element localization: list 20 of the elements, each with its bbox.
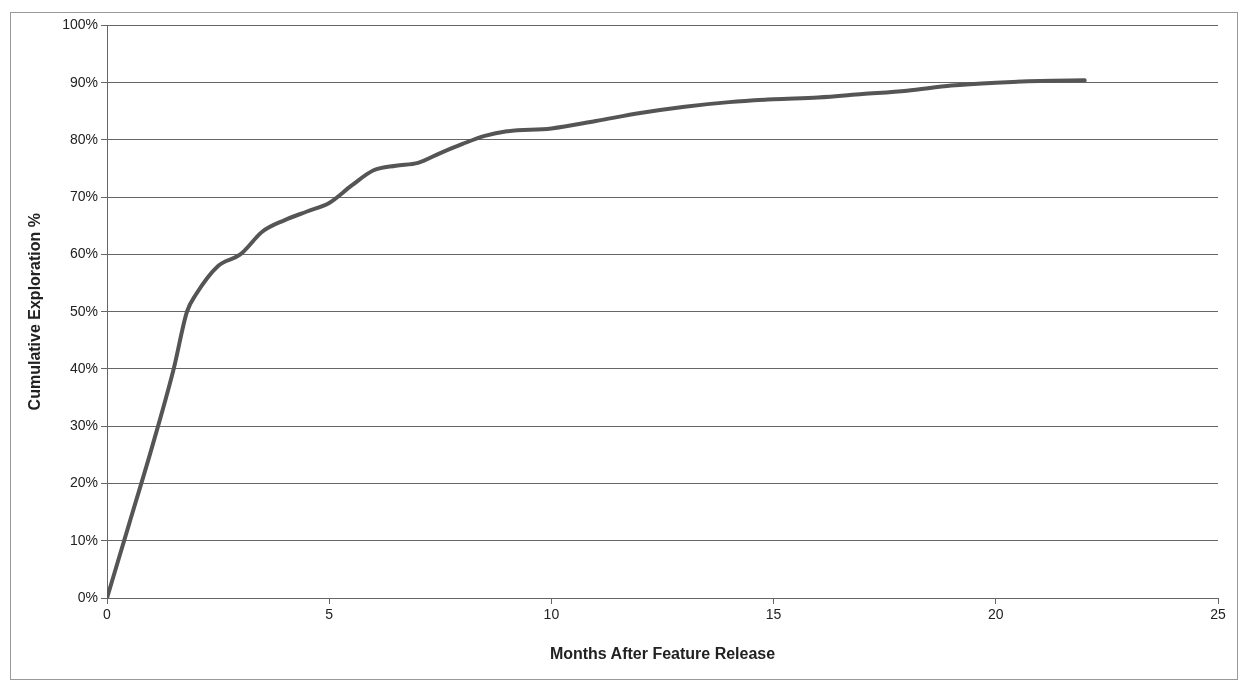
y-axis-title: Cumulative Exploration % (26, 213, 44, 411)
y-tick-label: 40% (69, 359, 99, 376)
x-tick-label: 25 (1210, 606, 1226, 623)
x-axis-title: Months After Feature Release (549, 644, 776, 662)
y-tick-label: 100% (62, 16, 99, 33)
x-tick-label: 5 (325, 606, 334, 623)
y-tick-label: 60% (69, 245, 99, 262)
y-tick-label: 80% (69, 130, 99, 147)
y-tick-label: 90% (69, 73, 99, 90)
x-tick-label: 20 (988, 606, 1004, 623)
x-tick-label: 0 (103, 606, 112, 623)
y-tick-label: 30% (69, 417, 99, 434)
y-tick-label: 10% (69, 531, 99, 548)
y-tick-label: 70% (69, 188, 99, 205)
y-tick-label: 0% (77, 588, 99, 605)
y-tick-label: 50% (69, 302, 99, 319)
y-tick-label: 20% (69, 474, 99, 491)
x-tick-label: 15 (765, 606, 782, 623)
line-series (107, 78, 1087, 598)
x-tick-label: 10 (543, 606, 560, 623)
